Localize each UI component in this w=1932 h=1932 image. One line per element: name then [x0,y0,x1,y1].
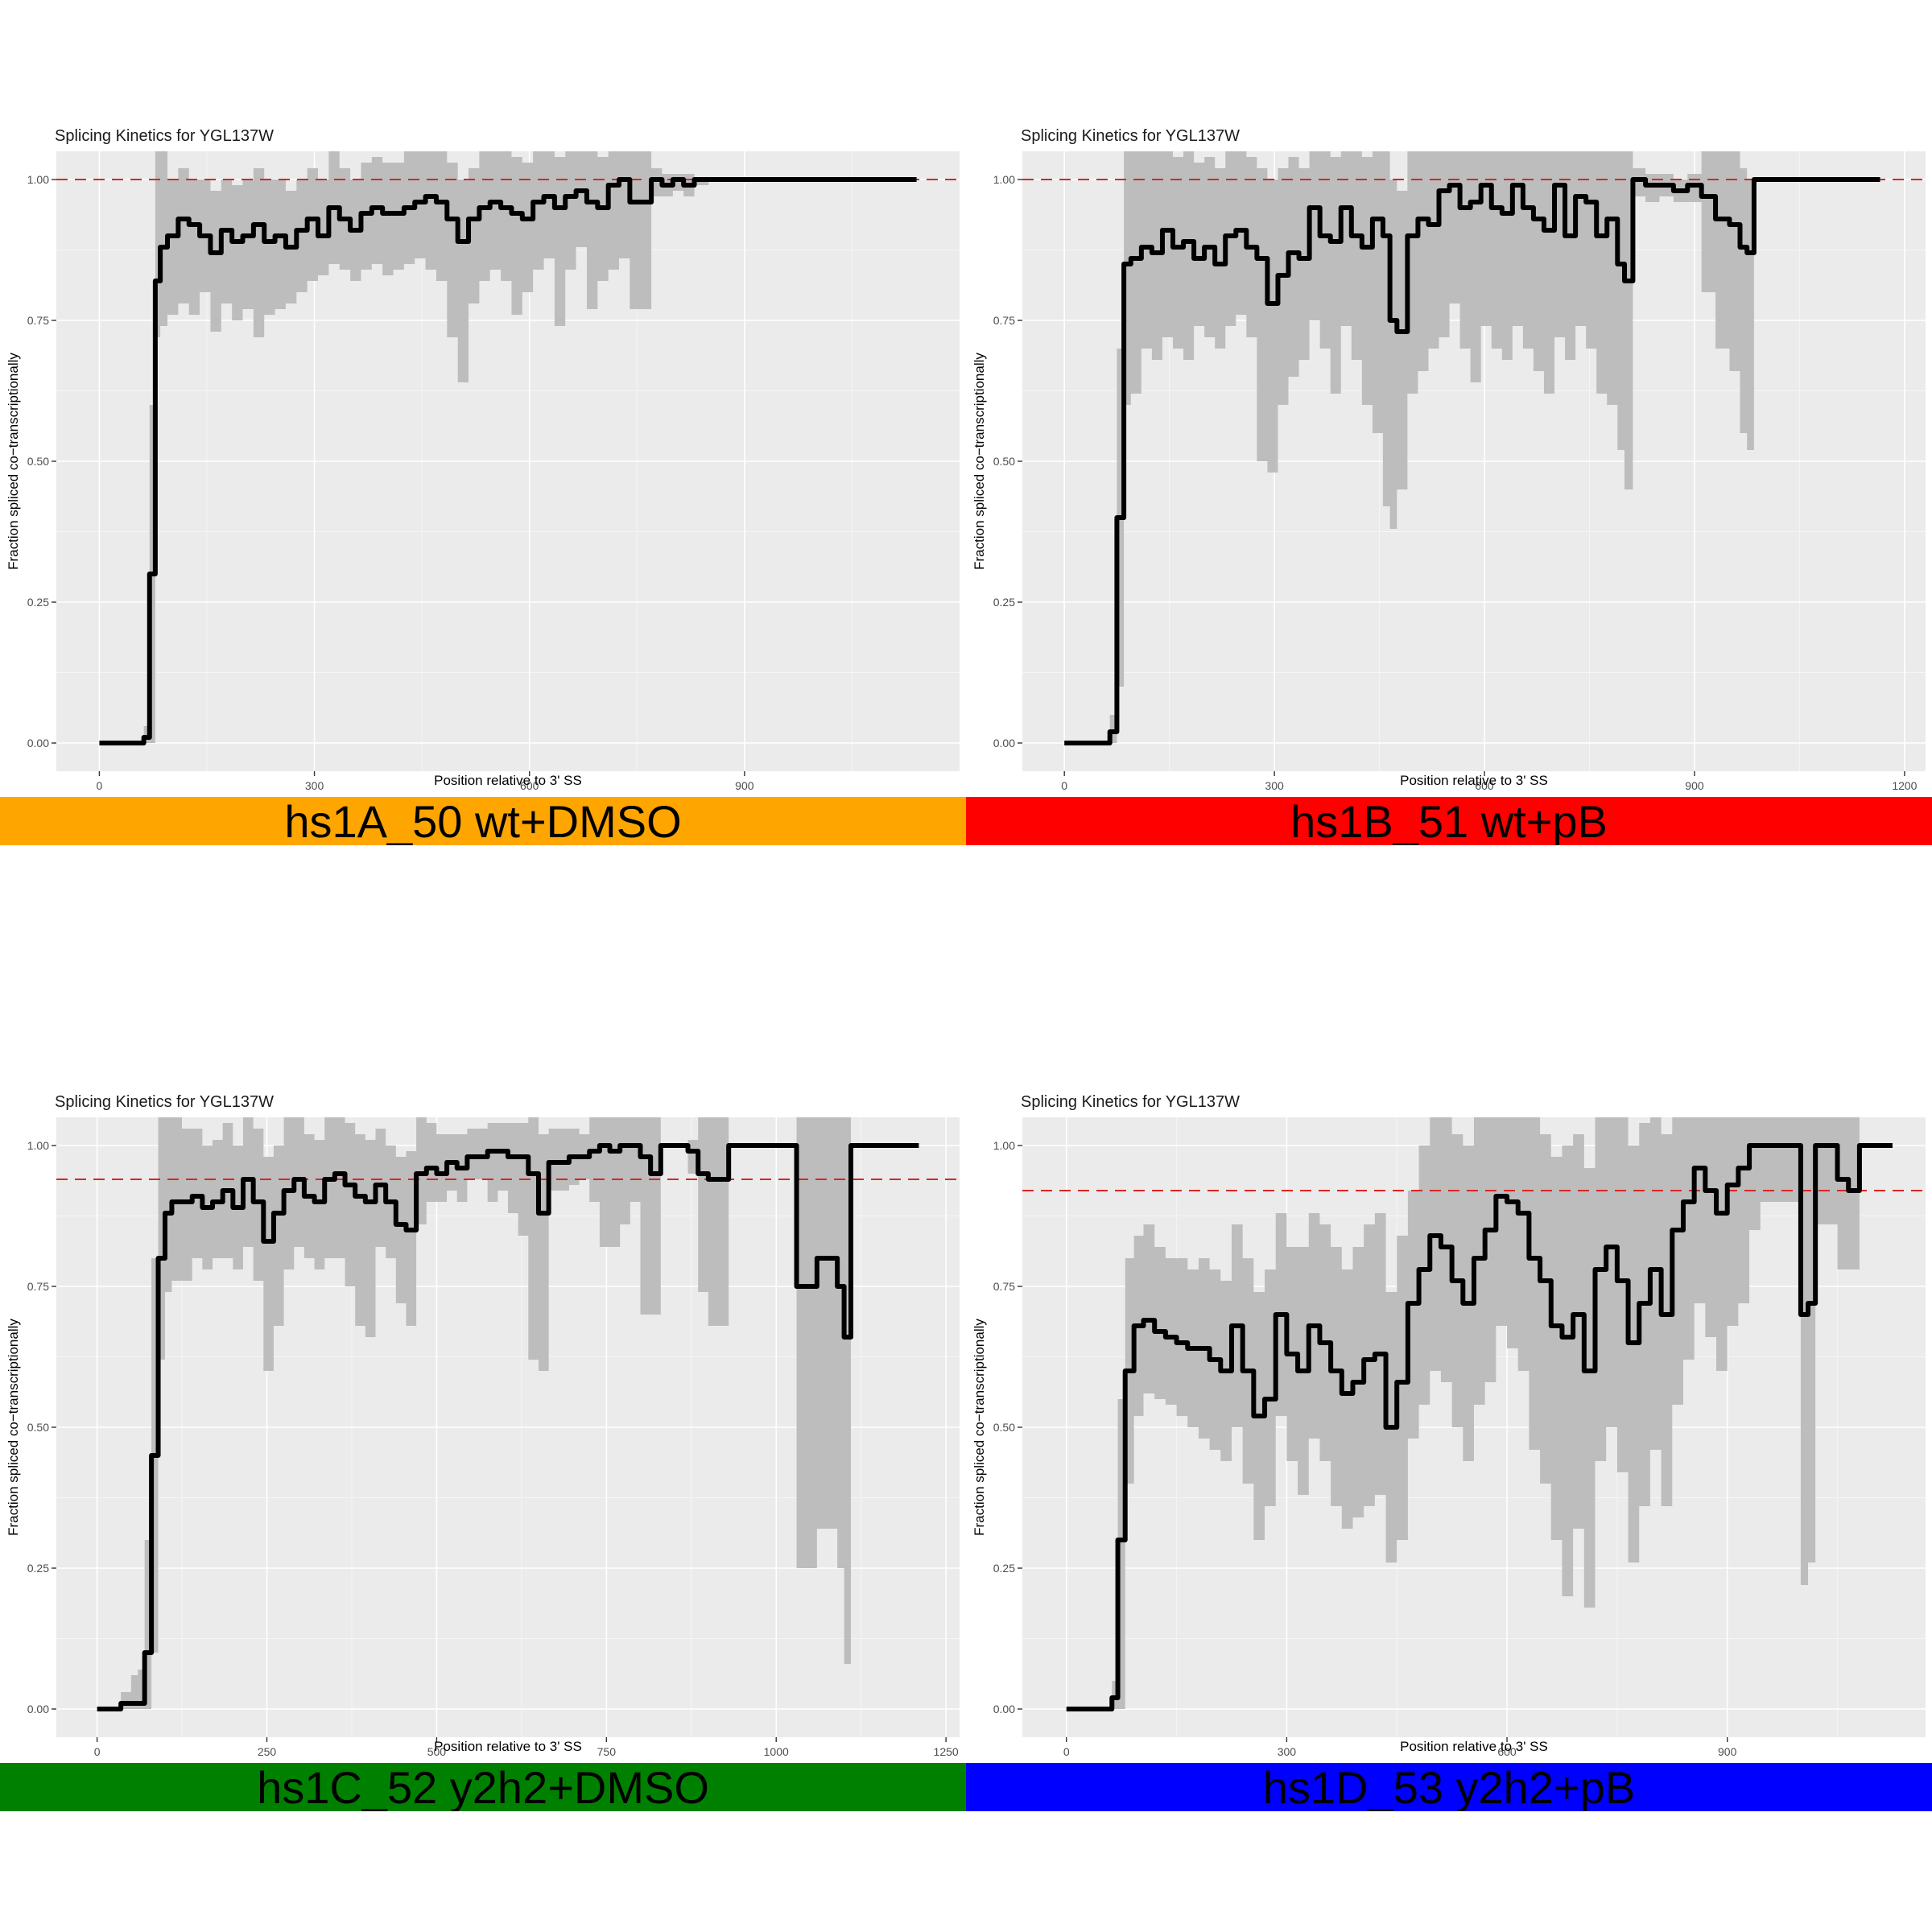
y-axis-label: Fraction spliced co−transcriptionally [972,353,987,570]
y-tick-label: 0.50 [993,1421,1015,1434]
x-tick-label: 900 [1685,779,1704,792]
y-tick-label: 1.00 [993,173,1015,186]
series-line [97,1143,919,1711]
x-tick-label: 0 [97,779,103,792]
x-tick-label: 0 [94,1745,101,1758]
x-tick-label: 900 [1718,1745,1737,1758]
y-tick-label: 0.50 [27,455,49,468]
x-tick-label: 1200 [1892,779,1917,792]
x-tick-label: 300 [1278,1745,1297,1758]
plot-area [56,1117,960,1711]
condition-banner-hs1d: hs1D_53 y2h2+pB [966,1763,1932,1811]
x-tick-label: 500 [427,1745,447,1758]
chart-hs1a: Splicing Kinetics for YGL137W 0.00 0.25 0.5… [6,127,960,792]
x-axis-label: Position relative to 3' SS [434,773,582,788]
y-tick-label: 0.25 [993,1562,1015,1575]
x-axis-label: Position relative to 3' SS [1400,773,1548,788]
y-tick-label: 0.50 [27,1421,49,1434]
confidence-ribbon [99,151,917,743]
y-tick-label: 0.75 [27,1280,49,1293]
condition-banner-hs1a: hs1A_50 wt+DMSO [0,797,966,845]
y-tick-label: 1.00 [993,1139,1015,1152]
x-tick-label: 750 [597,1745,617,1758]
chart-hs1d: Splicing Kinetics for YGL137W 0.00 0.25 0.5… [972,1093,1926,1758]
chart-title: Splicing Kinetics for YGL137W [1021,1093,1240,1111]
x-tick-label: 0 [1063,1745,1070,1758]
y-tick-label: 0.25 [993,596,1015,609]
x-tick-label: 250 [258,1745,277,1758]
series-line [1064,177,1880,745]
plot-area [56,151,960,745]
x-axis-label: Position relative to 3' SS [1400,1739,1548,1754]
x-tick-label: 1250 [934,1745,959,1758]
x-tick-label: 600 [520,779,539,792]
x-tick-label: 1000 [764,1745,789,1758]
chart-title: Splicing Kinetics for YGL137W [55,127,274,145]
x-tick-label: 600 [1475,779,1494,792]
series-line [1066,1143,1893,1711]
chart-hs1c: Splicing Kinetics for YGL137W 0.00 0.25 0.5… [6,1093,960,1758]
panel-hs1c: Splicing Kinetics for YGL137W 0.00 0.25 0.5… [0,966,966,1932]
chart-title: Splicing Kinetics for YGL137W [55,1093,274,1111]
chart-title: Splicing Kinetics for YGL137W [1021,127,1240,145]
series-line [99,177,917,745]
y-tick-label: 0.75 [27,314,49,327]
y-tick-label: 0.75 [993,1280,1015,1293]
condition-banner-hs1c: hs1C_52 y2h2+DMSO [0,1763,966,1811]
y-axis-label: Fraction spliced co−transcriptionally [972,1319,987,1536]
panel-hs1d: Splicing Kinetics for YGL137W 0.00 0.25 0.5… [966,966,1932,1932]
confidence-ribbon [1066,1117,1893,1709]
y-tick-label: 1.00 [27,1139,49,1152]
y-tick-label: 0.00 [993,1703,1015,1715]
plot-area [1022,151,1926,745]
panel-hs1a: Splicing Kinetics for YGL137W 0.00 0.25 0.5… [0,0,966,966]
x-tick-label: 300 [305,779,324,792]
x-axis-label: Position relative to 3' SS [434,1739,582,1754]
panel-hs1b: Splicing Kinetics for YGL137W 0.00 0.25 0.5… [966,0,1932,966]
x-tick-label: 900 [735,779,754,792]
x-tick-label: 600 [1497,1745,1517,1758]
y-tick-label: 0.25 [27,596,49,609]
x-tick-label: 0 [1061,779,1067,792]
y-tick-label: 0.50 [993,455,1015,468]
y-tick-label: 0.00 [27,737,49,749]
chart-hs1b: Splicing Kinetics for YGL137W 0.00 0.25 0.5… [972,127,1926,792]
y-tick-label: 0.75 [993,314,1015,327]
y-tick-label: 0.25 [27,1562,49,1575]
y-axis-label: Fraction spliced co−transcriptionally [6,353,21,570]
plot-area [1022,1117,1926,1711]
y-tick-label: 0.00 [27,1703,49,1715]
y-axis-label: Fraction spliced co−transcriptionally [6,1319,21,1536]
confidence-ribbon [97,1117,919,1709]
y-tick-label: 1.00 [27,173,49,186]
condition-banner-hs1b: hs1B_51 wt+pB [966,797,1932,845]
y-tick-label: 0.00 [993,737,1015,749]
x-tick-label: 300 [1265,779,1284,792]
